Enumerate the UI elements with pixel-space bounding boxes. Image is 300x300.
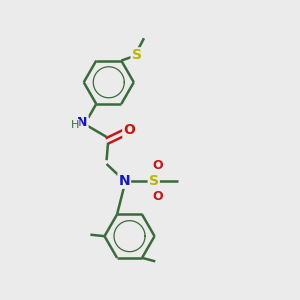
- Text: S: S: [149, 174, 159, 188]
- Text: H: H: [70, 120, 79, 130]
- Text: N: N: [118, 174, 130, 188]
- Text: O: O: [152, 159, 163, 172]
- Text: O: O: [152, 190, 163, 202]
- Text: O: O: [123, 123, 135, 137]
- Text: N: N: [77, 116, 88, 129]
- Text: S: S: [132, 48, 142, 62]
